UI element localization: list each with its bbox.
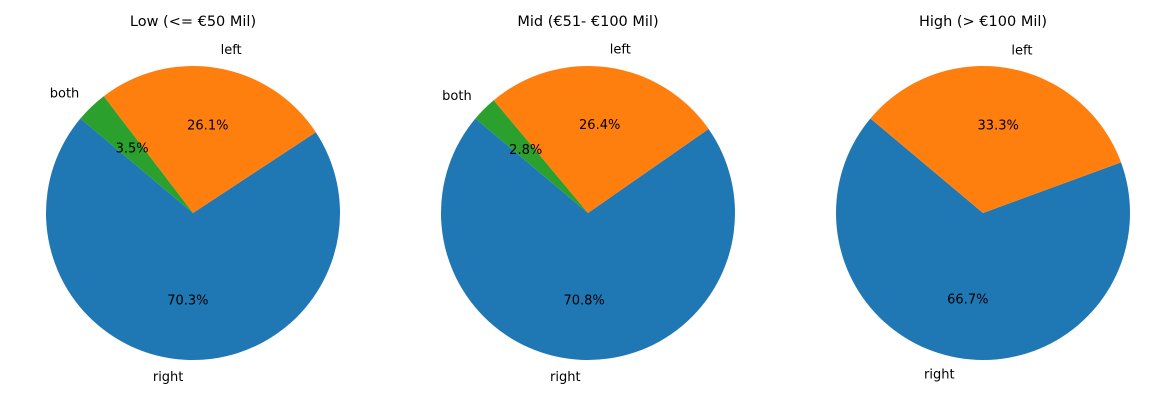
pie-chart-1: Low (<= €50 Mil) right 70.3% left 26.1% both 3… bbox=[46, 14, 340, 385]
slice-percent-label: 70.3% bbox=[167, 294, 208, 309]
chart-title: Mid (€51- €100 Mil) bbox=[517, 14, 658, 30]
slice-label: left bbox=[1011, 43, 1032, 58]
slice-label: right bbox=[153, 370, 184, 385]
chart-title: High (> €100 Mil) bbox=[919, 14, 1047, 30]
pie-chart-2: Mid (€51- €100 Mil) right 70.8% left 26.4% bo… bbox=[441, 14, 735, 385]
chart-title: Low (<= €50 Mil) bbox=[130, 14, 256, 30]
slice-percent-label: 2.8% bbox=[509, 143, 542, 158]
slice-percent-label: 26.4% bbox=[579, 118, 620, 133]
slice-percent-label: 70.8% bbox=[563, 294, 604, 309]
slice-percent-label: 26.1% bbox=[187, 119, 228, 134]
slice-label: both bbox=[442, 89, 472, 104]
slice-percent-label: 3.5% bbox=[116, 142, 149, 157]
slice-label: left bbox=[610, 42, 631, 57]
slice-label: right bbox=[550, 370, 581, 385]
slice-label: left bbox=[221, 43, 242, 58]
slice-label: right bbox=[924, 368, 955, 383]
slice-label: both bbox=[50, 87, 80, 102]
slice-percent-label: 33.3% bbox=[978, 119, 1019, 134]
pie-chart-3: High (> €100 Mil) right 66.7% left 33.3% bbox=[836, 14, 1130, 383]
slice-percent-label: 66.7% bbox=[947, 292, 988, 307]
